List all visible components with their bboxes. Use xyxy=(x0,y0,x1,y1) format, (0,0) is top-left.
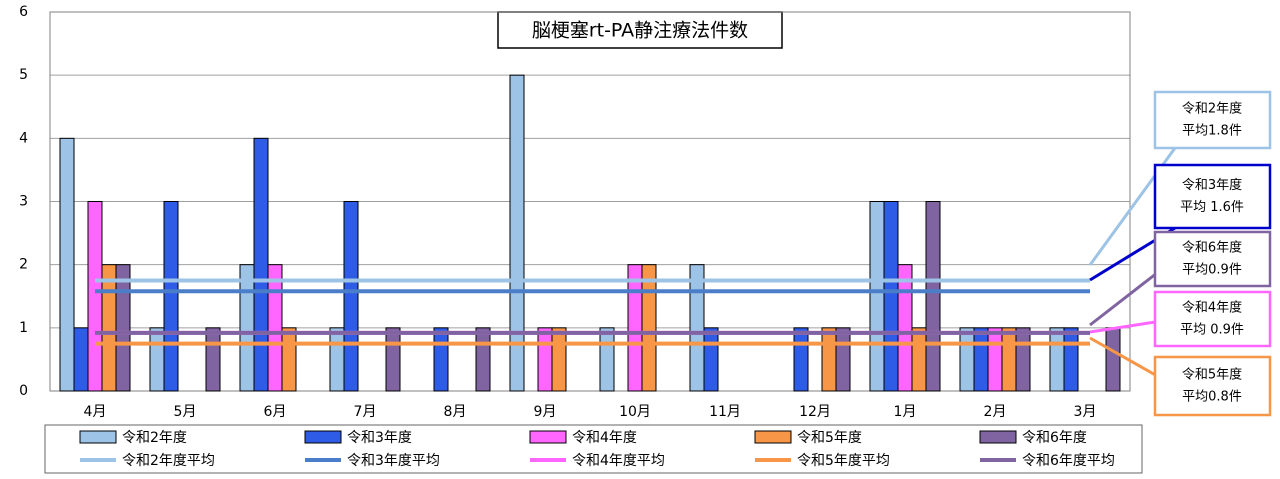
bar xyxy=(281,327,297,392)
bar xyxy=(1063,327,1079,392)
bar xyxy=(641,264,657,392)
callout-text: 令和4年度 xyxy=(1182,300,1242,316)
callout-text: 令和3年度 xyxy=(1182,177,1242,193)
x-tick-label: 6月 xyxy=(264,404,287,420)
bar xyxy=(1015,327,1031,392)
x-tick-label: 3月 xyxy=(1074,404,1097,420)
callout-text: 令和6年度 xyxy=(1182,240,1242,256)
x-tick-label: 5月 xyxy=(174,404,197,420)
bar xyxy=(627,264,643,392)
bar xyxy=(835,327,851,392)
x-tick-label: 4月 xyxy=(84,404,107,420)
x-tick-label: 8月 xyxy=(444,404,467,420)
bar xyxy=(793,327,809,392)
x-tick-label: 1月 xyxy=(894,404,917,420)
callout-box xyxy=(1153,230,1272,288)
bar xyxy=(115,264,131,392)
x-tick-label: 11月 xyxy=(709,404,741,420)
plot-border xyxy=(49,11,1131,392)
bar xyxy=(59,137,75,392)
bar xyxy=(205,327,221,392)
callout-text: 平均0.9件 xyxy=(1182,263,1242,278)
bar xyxy=(1049,327,1065,392)
y-tick-label: 3 xyxy=(19,194,28,210)
y-tick-label: 0 xyxy=(19,383,28,399)
legend-label: 令和5年度 xyxy=(797,430,862,446)
bar xyxy=(987,327,1003,392)
x-tick-label: 9月 xyxy=(534,404,557,420)
bar xyxy=(163,201,179,392)
bar xyxy=(433,327,449,392)
callout-box xyxy=(1153,90,1272,150)
bar xyxy=(87,201,103,392)
bar xyxy=(343,201,359,392)
bar xyxy=(385,327,401,392)
legend-label: 令和2年度平均 xyxy=(122,453,215,469)
callout-box xyxy=(1153,355,1272,417)
y-tick-label: 5 xyxy=(19,67,28,83)
bar xyxy=(973,327,989,392)
callout-text: 令和2年度 xyxy=(1182,101,1242,117)
callout-text: 平均 1.6件 xyxy=(1180,200,1244,215)
bar xyxy=(551,327,567,392)
legend-label: 令和5年度平均 xyxy=(797,453,890,469)
callout-text: 平均1.8件 xyxy=(1182,124,1242,139)
legend-label: 令和4年度平均 xyxy=(572,453,665,469)
bar xyxy=(883,201,899,392)
bar xyxy=(239,264,255,392)
bar xyxy=(475,327,491,392)
bar xyxy=(509,74,525,392)
bar xyxy=(869,201,885,392)
bar xyxy=(703,327,719,392)
bar xyxy=(599,327,615,392)
bar xyxy=(329,327,345,392)
y-tick-label: 6 xyxy=(19,4,28,20)
bar xyxy=(253,137,269,392)
callout-text: 平均 0.9件 xyxy=(1180,323,1244,338)
legend-label: 令和4年度 xyxy=(572,430,637,446)
legend-swatch xyxy=(79,430,117,444)
callout-text: 平均0.8件 xyxy=(1182,390,1242,405)
callout-box xyxy=(1153,163,1272,230)
x-tick-label: 7月 xyxy=(354,404,377,420)
callout-box xyxy=(1153,290,1272,348)
bar xyxy=(959,327,975,392)
legend-label: 令和3年度 xyxy=(347,430,412,446)
title-box xyxy=(497,11,783,49)
bar xyxy=(101,264,117,392)
legend-label: 令和2年度 xyxy=(122,430,187,446)
bar xyxy=(267,264,283,392)
bar xyxy=(537,327,553,392)
y-tick-label: 2 xyxy=(19,257,28,273)
legend-label: 令和6年度平均 xyxy=(1022,453,1115,469)
legend-box xyxy=(44,424,1143,474)
legend-swatch xyxy=(304,430,342,444)
bar xyxy=(73,327,89,392)
x-tick-label: 2月 xyxy=(984,404,1007,420)
legend-swatch xyxy=(754,430,792,444)
bar xyxy=(911,327,927,392)
x-tick-label: 10月 xyxy=(619,404,651,420)
legend-swatch xyxy=(979,430,1017,444)
legend-swatch xyxy=(529,430,567,444)
bar xyxy=(1001,327,1017,392)
chart-title: 脳梗塞rt-PA静注療法件数 xyxy=(532,20,748,42)
legend-label: 令和3年度平均 xyxy=(347,453,440,469)
bar xyxy=(149,327,165,392)
callout-text: 令和5年度 xyxy=(1182,367,1242,383)
x-tick-label: 12月 xyxy=(799,404,831,420)
bar xyxy=(925,201,941,392)
y-tick-label: 1 xyxy=(19,320,28,336)
legend-label: 令和6年度 xyxy=(1022,430,1087,446)
y-tick-label: 4 xyxy=(19,130,28,146)
bar xyxy=(1105,327,1121,392)
bar xyxy=(897,264,913,392)
bar xyxy=(821,327,837,392)
bar xyxy=(689,264,705,392)
